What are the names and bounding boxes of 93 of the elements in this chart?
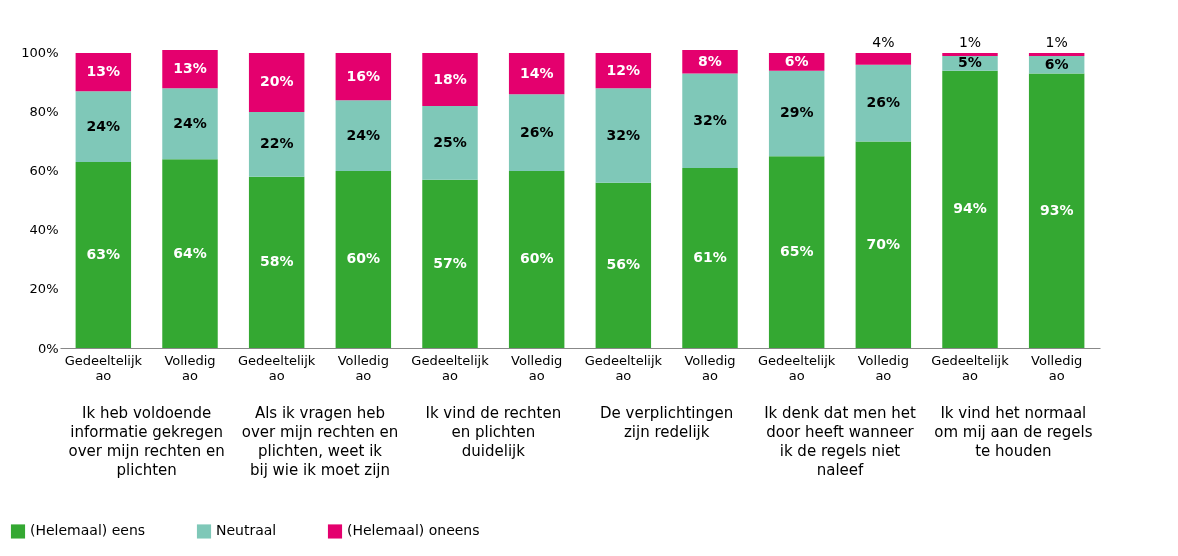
data-label: 29% — [779, 104, 814, 121]
x-tick-label: Gedeeltelijk ao — [64, 352, 143, 383]
x-tick-label: Volledig ao — [164, 352, 216, 383]
data-label: 56% — [606, 256, 641, 273]
y-tick-label: 80% — [29, 104, 59, 120]
bar — [855, 141, 912, 348]
data-label: 24% — [173, 114, 207, 131]
bar — [942, 70, 998, 348]
data-label: 8% — [698, 52, 722, 69]
data-label: 64% — [173, 244, 207, 261]
data-label: 24% — [86, 117, 121, 134]
data-label: 61% — [693, 249, 727, 266]
bar — [75, 162, 132, 348]
legend-label: (Helemaal) eens — [30, 522, 146, 539]
data-label: 6% — [784, 52, 809, 69]
data-label: 26% — [866, 94, 901, 111]
bar — [682, 168, 738, 348]
bar — [248, 52, 305, 112]
text: Als ik vragen heb over mijn rechten en plichten, weet ik bij wie ik moet zijn — [241, 404, 399, 479]
data-label: 12% — [606, 61, 641, 78]
bar — [942, 52, 998, 56]
bar — [162, 50, 218, 89]
y-tick-label: 40% — [29, 222, 59, 238]
text: Ik vind de rechten en plichten duidelijk — [425, 404, 562, 460]
data-label: 4% — [872, 33, 895, 50]
x-tick-label: Gedeeltelijk ao — [584, 352, 663, 383]
bar — [595, 182, 652, 348]
data-label: 26% — [519, 123, 554, 140]
data-label: 32% — [693, 111, 727, 128]
bar — [162, 88, 218, 160]
bar — [768, 70, 825, 157]
data-label: 57% — [433, 254, 467, 271]
bar — [1028, 73, 1085, 348]
data-label: 13% — [86, 63, 121, 80]
data-label: 60% — [519, 250, 554, 267]
x-tick-label: Gedeeltelijk ao — [931, 352, 1010, 383]
bar — [682, 50, 738, 74]
text: De verplichtingen zijn redelijk — [600, 404, 734, 441]
bar — [682, 73, 738, 169]
data-label: 6% — [1044, 55, 1069, 72]
data-label: 5% — [958, 54, 982, 71]
data-label: 18% — [433, 70, 467, 87]
data-label: 1% — [1045, 33, 1068, 50]
x-tick-label: Volledig ao — [511, 352, 563, 383]
legend-label: (Helemaal) oneens — [347, 522, 480, 539]
bar — [422, 52, 478, 107]
data-label: 63% — [86, 246, 121, 263]
data-label: 1% — [958, 33, 982, 50]
data-label: 22% — [259, 135, 294, 152]
bar — [855, 52, 912, 65]
text: Ik heb voldoende informatie gekregen over mijn rechten en plichten — [68, 404, 225, 479]
x-tick-label: Volledig ao — [684, 352, 736, 383]
y-tick-label: 60% — [29, 163, 59, 179]
data-label: 20% — [259, 73, 294, 90]
bar — [508, 170, 565, 348]
data-label: 58% — [259, 253, 294, 270]
bar — [508, 94, 565, 171]
data-label: 70% — [866, 235, 901, 252]
x-tick-label: Gedeeltelijk ao — [237, 352, 316, 383]
bar — [768, 156, 825, 348]
legend-label: Neutraal — [216, 522, 277, 539]
bar — [162, 159, 218, 348]
y-tick-label: 20% — [29, 281, 59, 297]
y-tick-label: 0% — [37, 340, 59, 356]
x-tick-label: Volledig ao — [337, 352, 389, 383]
data-label: 24% — [346, 126, 381, 143]
x-tick-label: Volledig ao — [857, 352, 909, 383]
y-tick-label: 100% — [21, 45, 59, 61]
text: Ik denk dat men het door heeft wanneer ik de regels niet naleef — [764, 404, 916, 479]
data-label: 93% — [1039, 201, 1074, 218]
bar — [248, 111, 305, 177]
text: Ik vind het normaal om mij aan de regels te houden — [934, 404, 1093, 460]
data-label: 16% — [346, 67, 381, 84]
data-label: 14% — [519, 64, 554, 81]
data-label: 94% — [953, 200, 987, 217]
data-label: 32% — [606, 126, 641, 143]
x-tick-label: Volledig ao — [1031, 352, 1083, 383]
bar — [335, 52, 392, 101]
bar — [335, 170, 392, 348]
bar — [422, 106, 478, 180]
bar — [248, 176, 305, 348]
x-tick-label: Gedeeltelijk ao — [757, 352, 836, 383]
data-label: 25% — [433, 133, 467, 150]
x-tick-label: Gedeeltelijk ao — [411, 352, 490, 383]
bar — [335, 100, 392, 171]
data-label: 60% — [346, 250, 381, 267]
bar — [75, 91, 132, 163]
data-label: 65% — [779, 243, 814, 260]
data-label: 13% — [173, 60, 207, 77]
bar — [595, 88, 652, 183]
bar — [855, 64, 912, 142]
bar — [1028, 52, 1085, 56]
bar — [422, 179, 478, 348]
